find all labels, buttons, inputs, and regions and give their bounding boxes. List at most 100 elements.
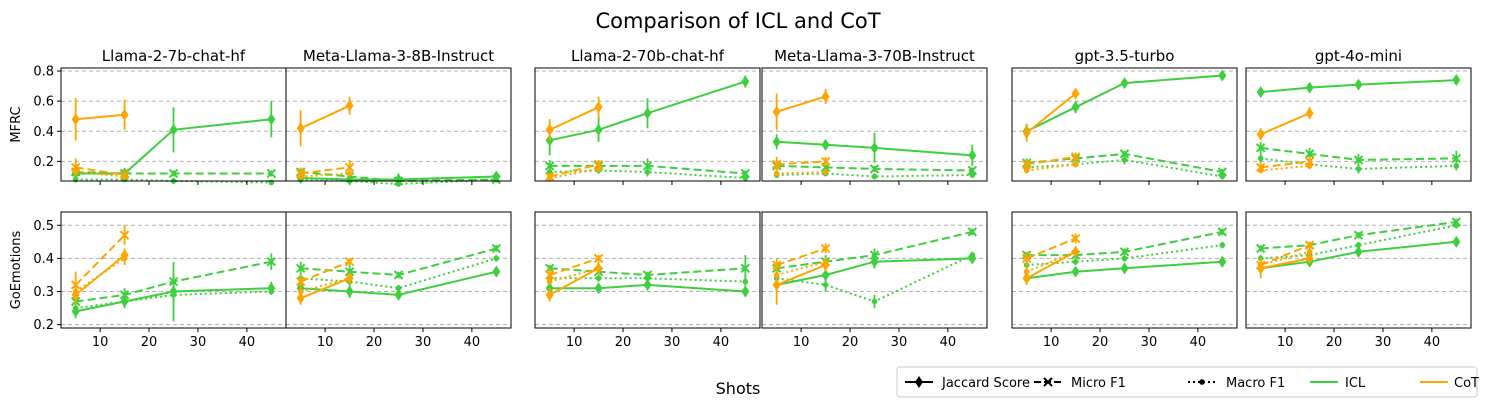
icl-macro-point <box>395 285 402 292</box>
icl-jaccard-line <box>300 270 497 296</box>
icl-jaccard-point <box>821 138 830 151</box>
cot-micro-line <box>549 163 599 178</box>
cot-macro-line <box>549 267 599 283</box>
cot-macro-line <box>1260 164 1310 172</box>
cot-micro-line <box>1260 160 1310 169</box>
icl-macro-point <box>1257 155 1264 162</box>
icl-macro-point <box>546 169 553 175</box>
cot-macro-point <box>1306 163 1313 169</box>
icl-micro-line <box>75 260 272 303</box>
icl-jaccard-point <box>1120 262 1129 275</box>
cot-macro-line <box>776 260 826 276</box>
row-label-goemotions: GoEmotions <box>9 231 24 310</box>
cot-micro-line <box>549 257 599 276</box>
icl-jaccard-point <box>345 285 354 298</box>
icl-micro-line <box>549 164 746 175</box>
subplot-goemotions-5: 10 20 30 40 <box>1011 211 1238 350</box>
legend-item: Micro F1 <box>1034 376 1126 391</box>
cot-macro-line <box>300 277 350 293</box>
icl-micro-point <box>544 161 555 171</box>
subplot-title: gpt-3.5-turbo <box>1075 47 1175 65</box>
x-tick-label: 30 <box>1375 335 1392 350</box>
cot-jaccard-line <box>1026 92 1077 134</box>
cot-jaccard-line <box>300 104 351 130</box>
axes-frame <box>1245 67 1472 182</box>
icl-macro-point <box>1453 163 1460 169</box>
icl-jaccard-point <box>169 123 178 136</box>
icl-micro-point <box>1119 247 1130 257</box>
icl-macro-point <box>644 169 651 175</box>
cot-micro-line <box>1026 155 1076 166</box>
icl-jaccard-point <box>1452 235 1461 248</box>
icl-jaccard-line <box>776 140 973 157</box>
icl-jaccard-point <box>594 282 603 295</box>
y-tick-label: 0.5 <box>33 219 54 234</box>
x-tick-label: 40 <box>1190 335 1207 350</box>
icl-jaccard-point <box>492 170 501 183</box>
icl-micro-point <box>1255 143 1266 153</box>
icl-macro-line <box>300 178 497 186</box>
legend-item: ICL <box>1310 376 1366 391</box>
cot-jaccard-point <box>345 99 354 112</box>
icl-micro-point <box>1304 149 1315 159</box>
icl-macro-point <box>595 275 602 282</box>
x-tick-label: 20 <box>615 335 632 350</box>
icl-jaccard-point <box>1305 81 1314 94</box>
icl-jaccard-line <box>1260 79 1457 94</box>
icl-macro-point <box>644 275 651 282</box>
axes-frame <box>534 211 761 329</box>
subplot-title: Llama-2-7b-chat-hf <box>102 47 246 65</box>
icl-micro-point <box>295 263 306 274</box>
y-tick-label: 0.8 <box>33 65 54 80</box>
cot-micro-point <box>1070 233 1081 244</box>
cot-micro-point <box>593 253 604 264</box>
icl-micro-line <box>776 230 973 270</box>
cot-macro-point <box>1257 167 1264 174</box>
cot-jaccard-point <box>772 105 781 118</box>
icl-jaccard-point <box>772 135 781 148</box>
icl-micro-point <box>1217 227 1228 237</box>
legend-marker <box>915 376 923 388</box>
icl-macro-line <box>776 172 973 178</box>
x-tick-label: 30 <box>664 335 681 350</box>
cot-micro-point <box>1304 156 1315 167</box>
legend-item: Jaccard Score <box>905 376 1030 391</box>
icl-jaccard-line <box>549 283 746 293</box>
cot-jaccard-line <box>75 254 126 296</box>
axes-frame <box>761 67 988 182</box>
cot-jaccard-point <box>296 292 305 305</box>
icl-jaccard-point <box>1354 78 1363 91</box>
cot-micro-point <box>70 280 81 290</box>
icl-jaccard-point <box>120 295 129 308</box>
x-tick-label: 40 <box>239 335 256 350</box>
cot-micro-point <box>544 270 555 280</box>
cot-micro-line <box>776 247 826 266</box>
icl-jaccard-line <box>1026 74 1223 133</box>
cot-macro-line <box>1026 163 1076 172</box>
x-tick-label: 40 <box>464 335 481 350</box>
y-tick-label: 0.4 <box>33 125 54 140</box>
subplot-mfrc-3: Llama-2-70b-chat-hf <box>534 47 761 185</box>
cot-jaccard-point <box>1305 252 1314 265</box>
cot-jaccard-point <box>1022 126 1031 139</box>
icl-jaccard-line <box>549 80 746 142</box>
icl-jaccard-line <box>300 175 497 181</box>
cot-jaccard-point <box>120 249 129 262</box>
axes-frame <box>285 67 512 182</box>
icl-macro-line <box>549 169 746 179</box>
icl-macro-line <box>776 254 973 303</box>
cot-micro-point <box>119 230 130 240</box>
icl-macro-point <box>493 255 500 262</box>
cot-macro-point <box>546 175 553 181</box>
icl-macro-point <box>871 173 878 180</box>
y-tick-label: 0.2 <box>33 318 54 333</box>
subplot-title: gpt-4o-mini <box>1315 47 1402 65</box>
x-tick-label: 40 <box>713 335 730 350</box>
cot-micro-line <box>300 166 350 175</box>
y-tick-label: 0.2 <box>33 155 54 170</box>
legend-label: CoT <box>1454 376 1479 391</box>
icl-micro-point <box>642 161 653 171</box>
icl-macro-point <box>1121 157 1128 163</box>
legend-item: CoT <box>1420 376 1479 391</box>
